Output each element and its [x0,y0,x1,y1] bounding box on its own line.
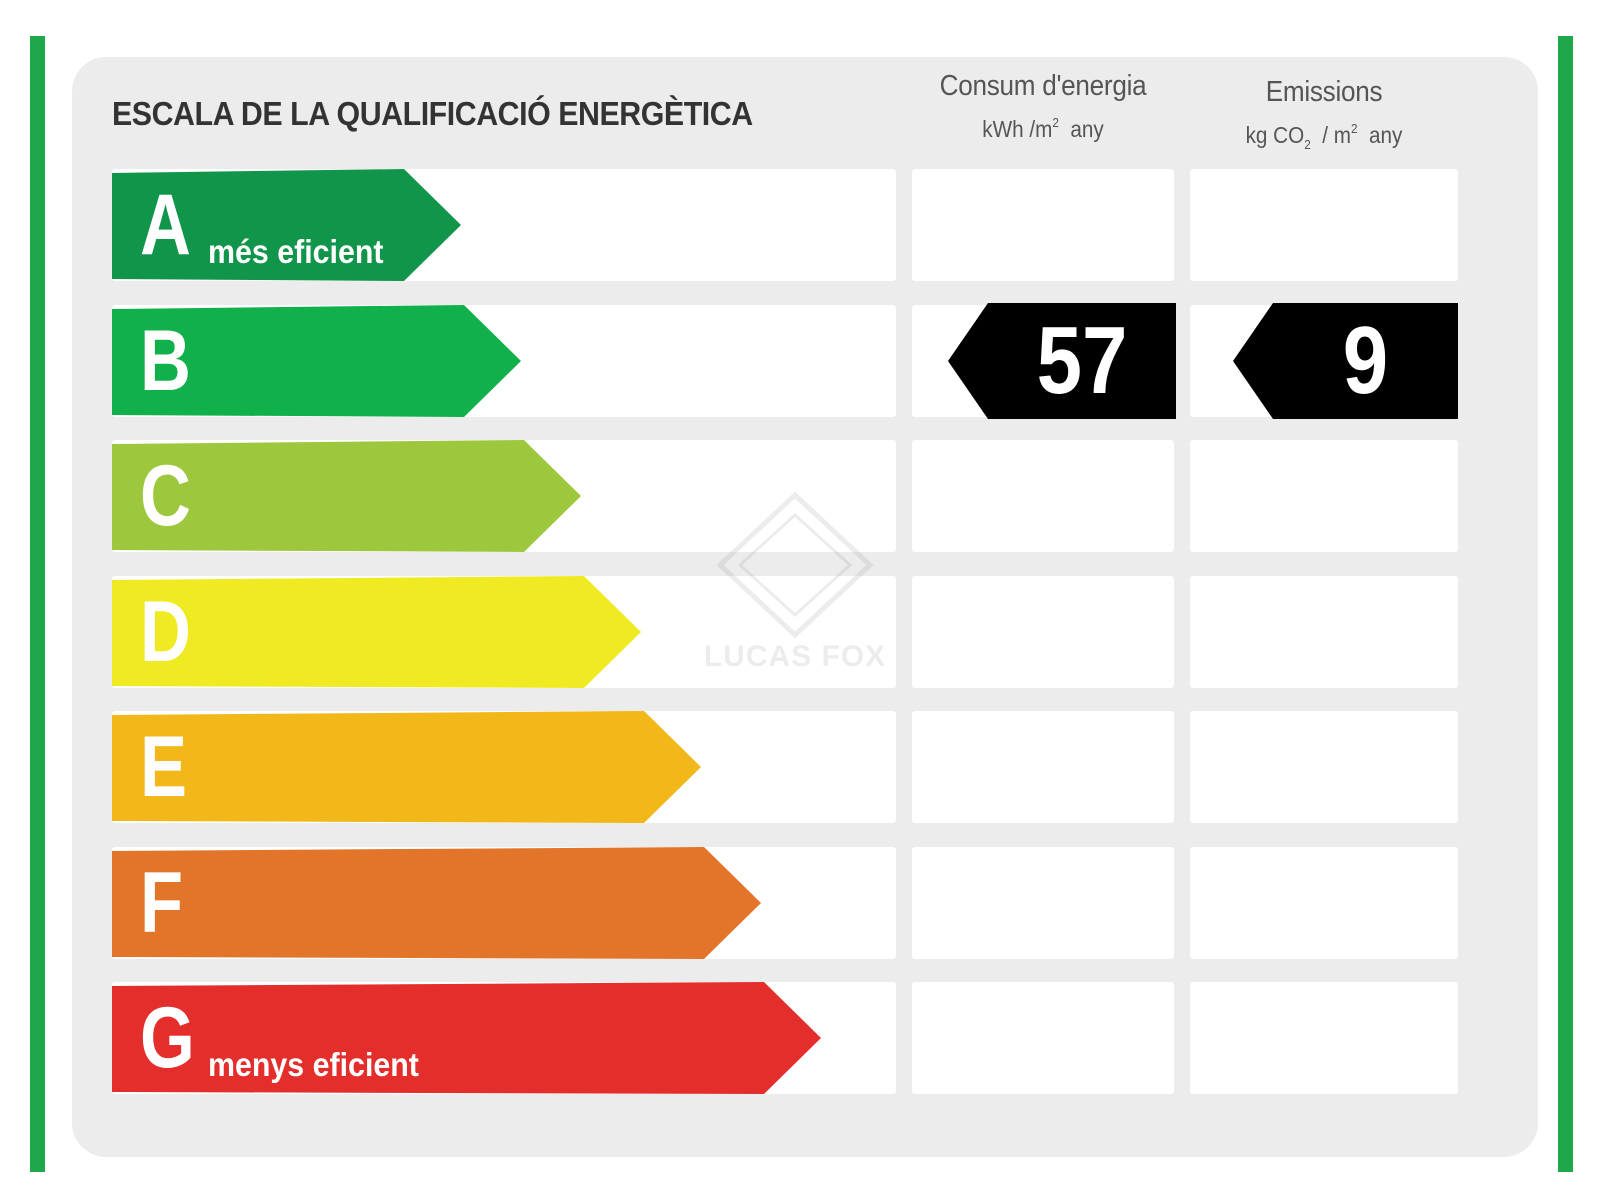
rating-label-a: més eficient [208,233,384,270]
watermark: LUCAS FOX [704,490,885,700]
energy-column-unit: kWh /m2 any [982,115,1104,142]
energy-cell-d [912,576,1174,688]
energy-cell-f [912,847,1174,959]
energy-value-badge-shape [948,303,1176,419]
emissions-cell-g [1190,982,1458,1094]
energy-cell-a [912,169,1174,281]
energy-cell-g [912,982,1174,1094]
energy-column-title: Consum d'energia [939,70,1147,102]
rating-arrow-shape-a [112,169,461,281]
rating-label-g: menys eficient [208,1046,419,1083]
watermark-logo-icon [716,491,874,639]
rating-arrow-shape-g [112,982,821,1094]
rating-letter-g: G [140,990,195,1086]
emissions-cell-f [1190,847,1458,959]
rating-letter-d: D [140,584,191,680]
energy-value-badge-value: 57 [1036,307,1128,414]
rating-letter-c: C [140,448,191,544]
scale-title: ESCALA DE LA QUALIFICACIÓ ENERGÈTICA [112,95,753,132]
rating-letter-b: B [140,313,191,409]
emissions-column-title: Emissions [1265,76,1383,108]
rating-arrow-e: E [112,711,701,825]
energy-cell-e [912,711,1174,823]
rating-letter-a: A [140,177,191,273]
rating-arrow-f: F [112,847,761,961]
rating-arrow-shape-b [112,305,521,417]
rating-arrow-b: B [112,305,521,419]
rating-arrow-d: D [112,576,641,690]
rating-arrow-shape-e [112,711,701,823]
emissions-cell-d [1190,576,1458,688]
energy-cell-c [912,440,1174,552]
rating-arrow-shape-f [112,847,761,959]
energy-column-header: Consum d'energia kWh /m2 any [912,70,1174,143]
rating-letter-e: E [140,719,188,815]
emissions-cell-e [1190,711,1458,823]
watermark-text: LUCAS FOX [703,640,887,673]
emissions-value-badge: 9 [1233,303,1458,419]
right-green-border [1558,36,1573,1172]
rating-arrow-shape-c [112,440,581,552]
emissions-value-badge-shape [1233,303,1458,419]
rating-arrow-c: C [112,440,581,554]
emissions-value-badge-value: 9 [1342,307,1389,414]
emissions-cell-a [1190,169,1458,281]
emissions-column-unit: kg CO2 / m2 any [1245,121,1403,152]
emissions-cell-c [1190,440,1458,552]
rating-arrow-shape-d [112,576,641,688]
energy-value-badge: 57 [948,303,1176,419]
emissions-column-header: Emissions kg CO2 / m2 any [1190,76,1458,152]
rating-letter-f: F [140,855,184,951]
left-green-border [30,36,45,1172]
